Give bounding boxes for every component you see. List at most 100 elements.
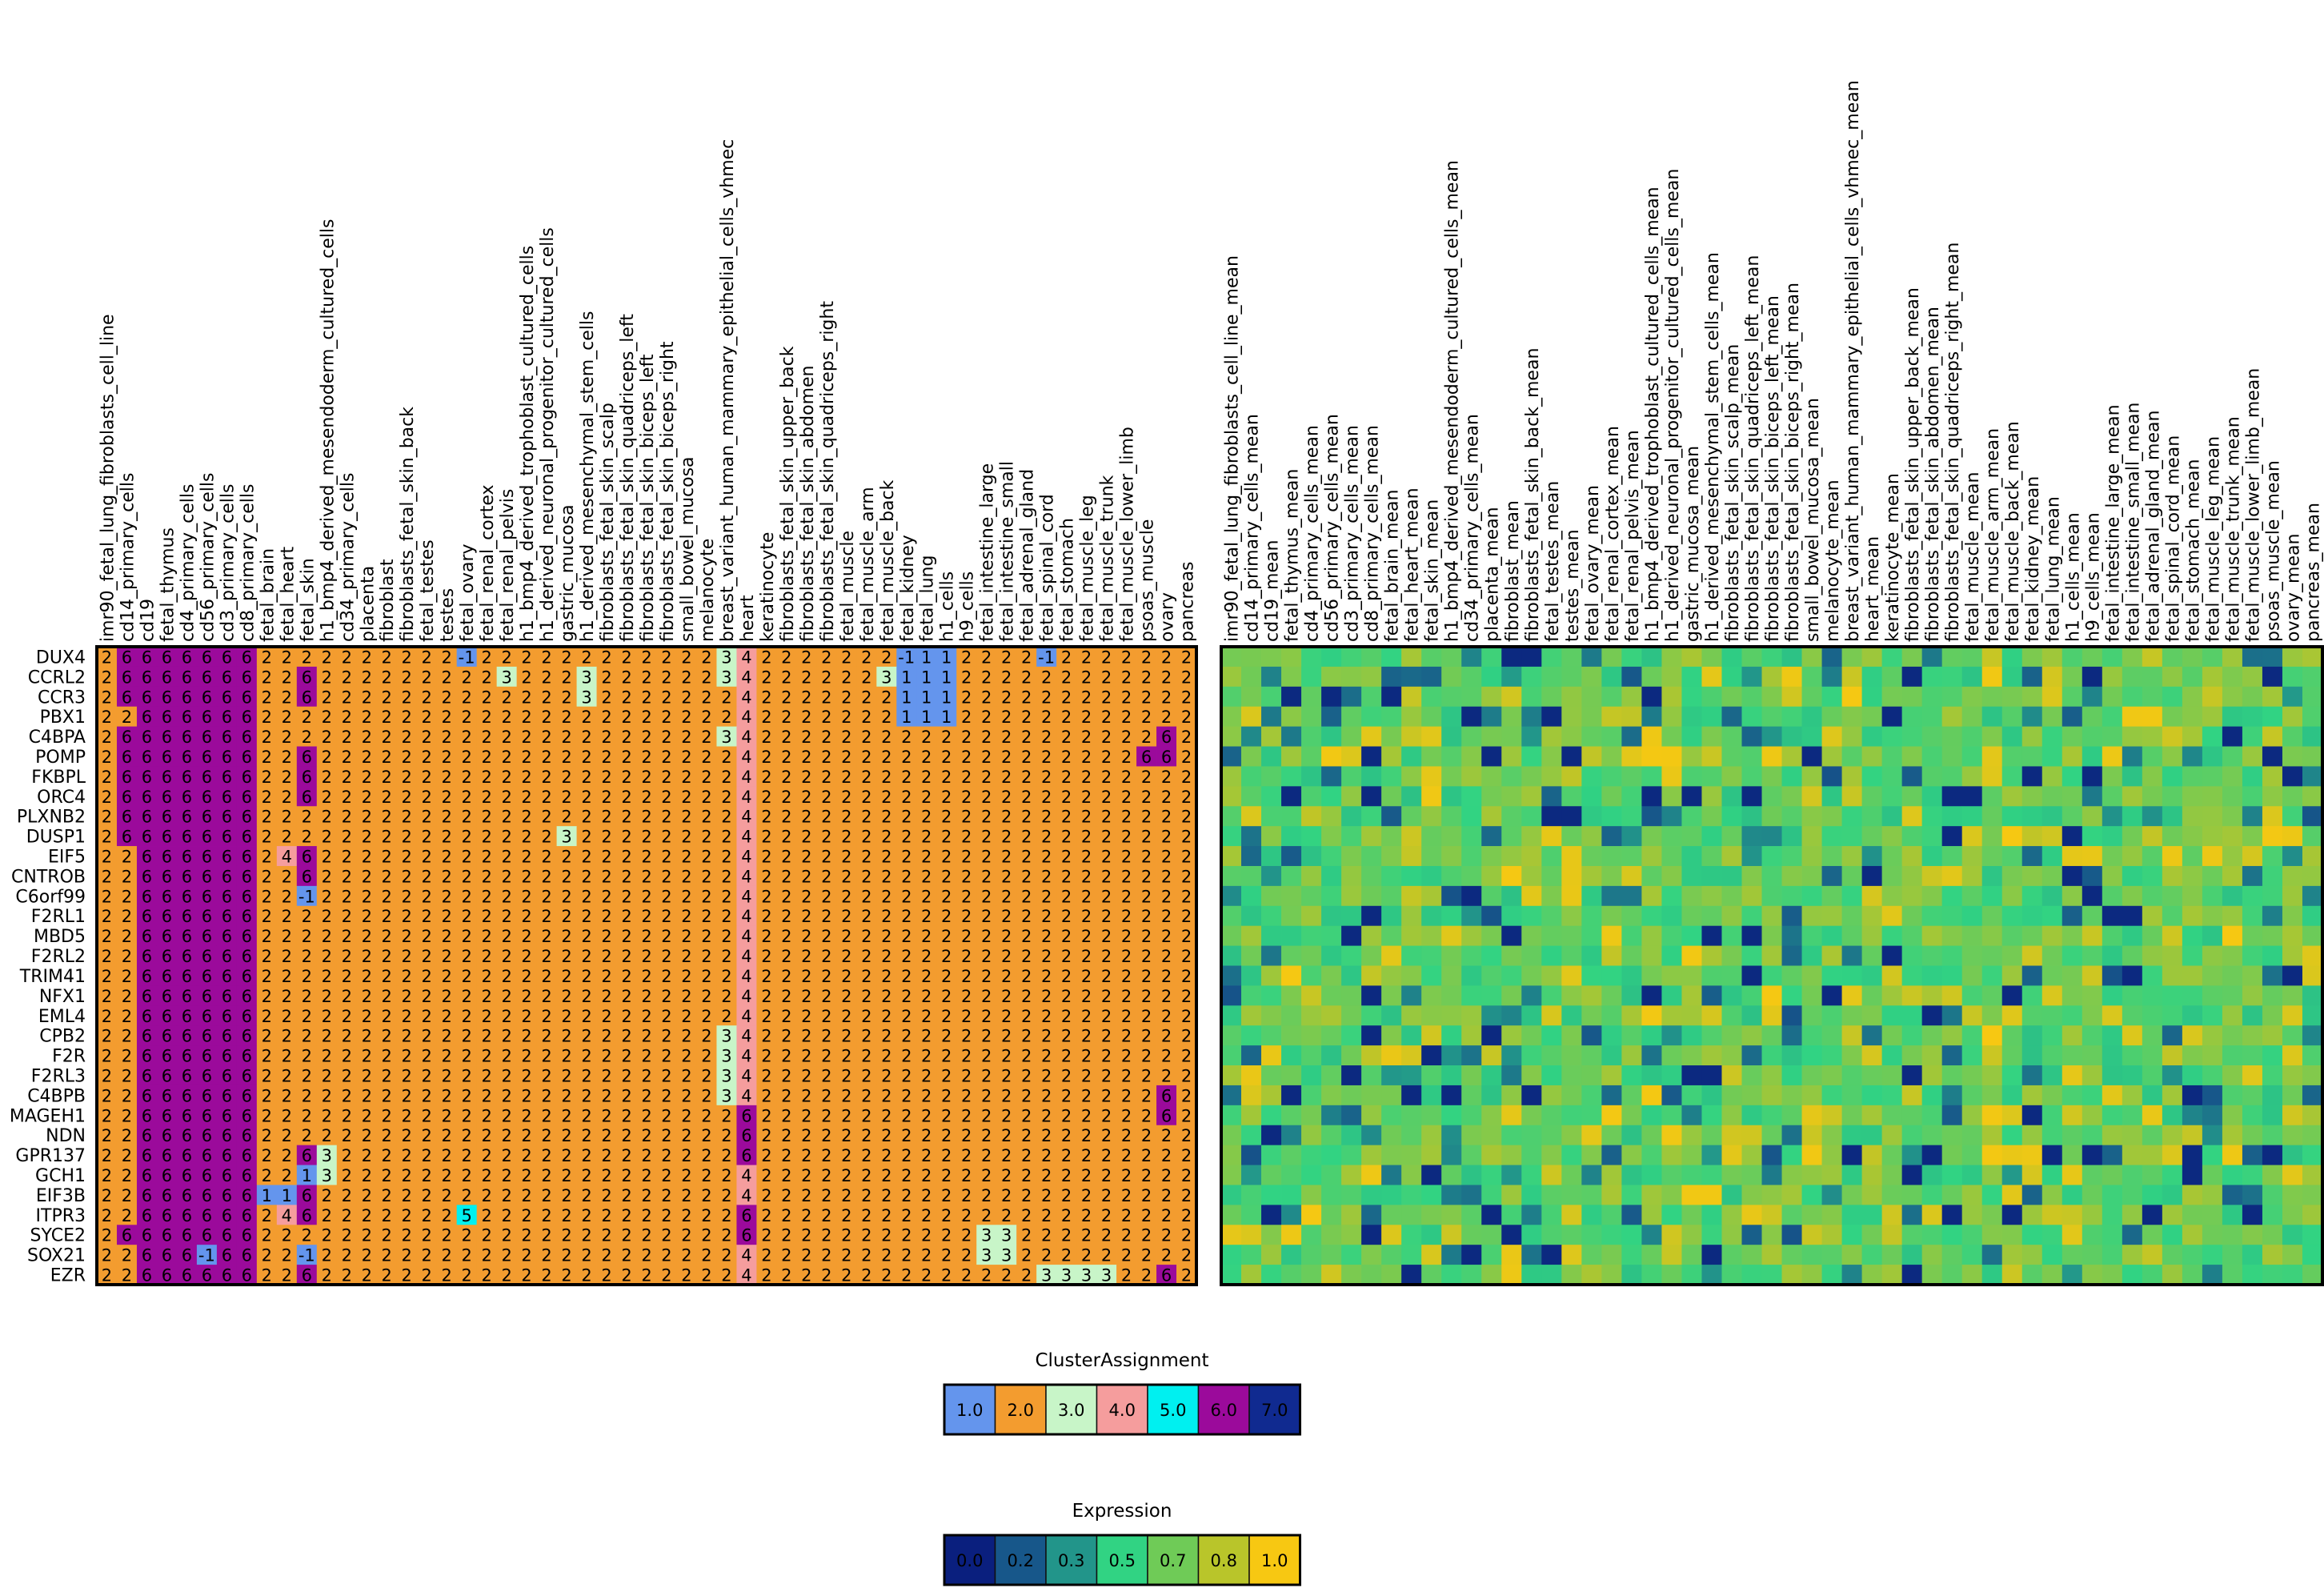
cluster-cell-label: 6 [142, 1146, 152, 1165]
expression-cell [2122, 766, 2143, 787]
expression-cell [2102, 726, 2123, 747]
cluster-cell-label: 2 [441, 668, 451, 687]
cluster-cell-label: 6 [182, 848, 192, 867]
cluster-cell-label: 2 [362, 828, 372, 847]
cluster-cell-label: 2 [1061, 688, 1072, 707]
expression-cell [2042, 706, 2063, 728]
cluster-cell-label: 2 [521, 887, 531, 906]
cluster-cell-label: 6 [741, 1126, 751, 1145]
cluster-cell-label: 2 [1161, 907, 1172, 926]
expression-cell [1361, 985, 1382, 1006]
cluster-cell-label: 2 [701, 1027, 711, 1046]
cluster-cell [976, 706, 997, 728]
expression-cell [1821, 647, 1842, 668]
cluster-cell-label: 2 [1121, 947, 1132, 966]
cluster-cell [996, 666, 1017, 688]
expression-cell [1601, 706, 1622, 728]
cluster-cell-label: 6 [302, 668, 312, 687]
cluster-cell-label: 6 [202, 668, 212, 687]
cluster-cell-label: 2 [1161, 648, 1172, 667]
cluster-cell-label: 6 [142, 648, 152, 667]
expression-cell [2262, 666, 2283, 688]
cluster-cell [816, 746, 837, 767]
cluster-cell [796, 726, 817, 747]
cluster-cell [376, 647, 398, 668]
cluster-cell-label: 2 [441, 828, 451, 847]
cluster-cell [696, 746, 717, 767]
cluster-cell-label: 2 [861, 1126, 872, 1145]
cluster-cell-label: 6 [1141, 748, 1152, 767]
cluster-cell-label: 2 [481, 808, 491, 827]
cluster-cell-label: 6 [202, 1126, 212, 1145]
cluster-cell-label: 2 [941, 768, 952, 787]
cluster-cell [1176, 686, 1197, 708]
cluster-cell-label: 2 [641, 1086, 651, 1105]
expression-cell [1981, 826, 2003, 847]
cluster-cell-label: 2 [541, 967, 551, 986]
expression-cell [1341, 1005, 1362, 1026]
expression-cell [2202, 1025, 2223, 1046]
cluster-cell-label: 2 [981, 947, 992, 966]
expression-cell [1261, 865, 1282, 887]
expression-cell [2242, 846, 2263, 867]
expression-cell [1501, 1065, 1522, 1086]
cluster-cell-label: 2 [382, 808, 392, 827]
expression-cell [1781, 1025, 1802, 1046]
expression-cell [1221, 965, 1242, 986]
expression-cell [1521, 647, 1542, 668]
cluster-cell-label: 2 [322, 708, 332, 727]
expression-cell [1961, 1125, 1983, 1146]
cluster-cell [536, 647, 557, 668]
expression-cell [2222, 686, 2243, 708]
cluster-cell [116, 666, 138, 688]
cluster-cell-label: 2 [901, 848, 912, 867]
expression-cell [1221, 786, 1242, 807]
cluster-cell-label: 2 [441, 1047, 451, 1066]
cluster-cell-label: 2 [901, 808, 912, 827]
cluster-cell-label: 2 [441, 1106, 451, 1125]
expression-cell [1661, 885, 1682, 907]
cluster-cell-label: 2 [881, 1206, 892, 1225]
expression-cell [1521, 1065, 1542, 1086]
expression-cell [1561, 726, 1582, 747]
expression-cell [1261, 826, 1282, 847]
expression-cell [1421, 706, 1442, 728]
expression-cell [1461, 1025, 1482, 1046]
expression-cell [1621, 826, 1642, 847]
expression-cell [2282, 985, 2303, 1006]
cluster-cell-label: 6 [242, 1246, 252, 1265]
expression-cell [1501, 686, 1522, 708]
cluster-cell-label: 2 [761, 828, 771, 847]
cluster-cell-label: 5 [461, 1206, 471, 1225]
cluster-cell-label: 2 [981, 708, 992, 727]
cluster-cell [176, 686, 198, 708]
expression-cell [1661, 985, 1682, 1006]
expression-cell [1361, 1005, 1382, 1026]
row-label: SOX21 [27, 1246, 86, 1266]
expression-cell [2262, 1065, 2283, 1086]
expression-cell [1561, 1125, 1582, 1146]
expression-cell [1321, 905, 1342, 927]
cluster-cell-label: 2 [821, 768, 831, 787]
cluster-cell-label: 2 [661, 927, 671, 946]
cluster-cell-label: 2 [441, 748, 451, 767]
expression-cell [2001, 1065, 2023, 1086]
cluster-cell-label: 2 [561, 987, 571, 1006]
cluster-cell-label: 2 [721, 1106, 731, 1125]
cluster-cell-label: 2 [402, 1226, 412, 1245]
cluster-cell [996, 647, 1017, 668]
expression-cell [1941, 965, 1963, 986]
cluster-cell-label: 2 [961, 1066, 972, 1085]
cluster-cell-label: 2 [821, 907, 831, 926]
expression-cell [2202, 806, 2223, 827]
cluster-cell-label: 2 [342, 887, 352, 906]
expression-cell [1341, 1125, 1362, 1146]
expression-cell [1721, 706, 1742, 728]
expression-cell [1401, 666, 1422, 688]
expression-cell [1521, 1045, 1542, 1066]
row-label: GCH1 [35, 1166, 86, 1186]
cluster-cell-label: 6 [222, 1007, 232, 1026]
cluster-cell-label: 2 [781, 768, 791, 787]
cluster-cell-label: 2 [781, 1266, 791, 1285]
expression-cell [1821, 1085, 1842, 1106]
